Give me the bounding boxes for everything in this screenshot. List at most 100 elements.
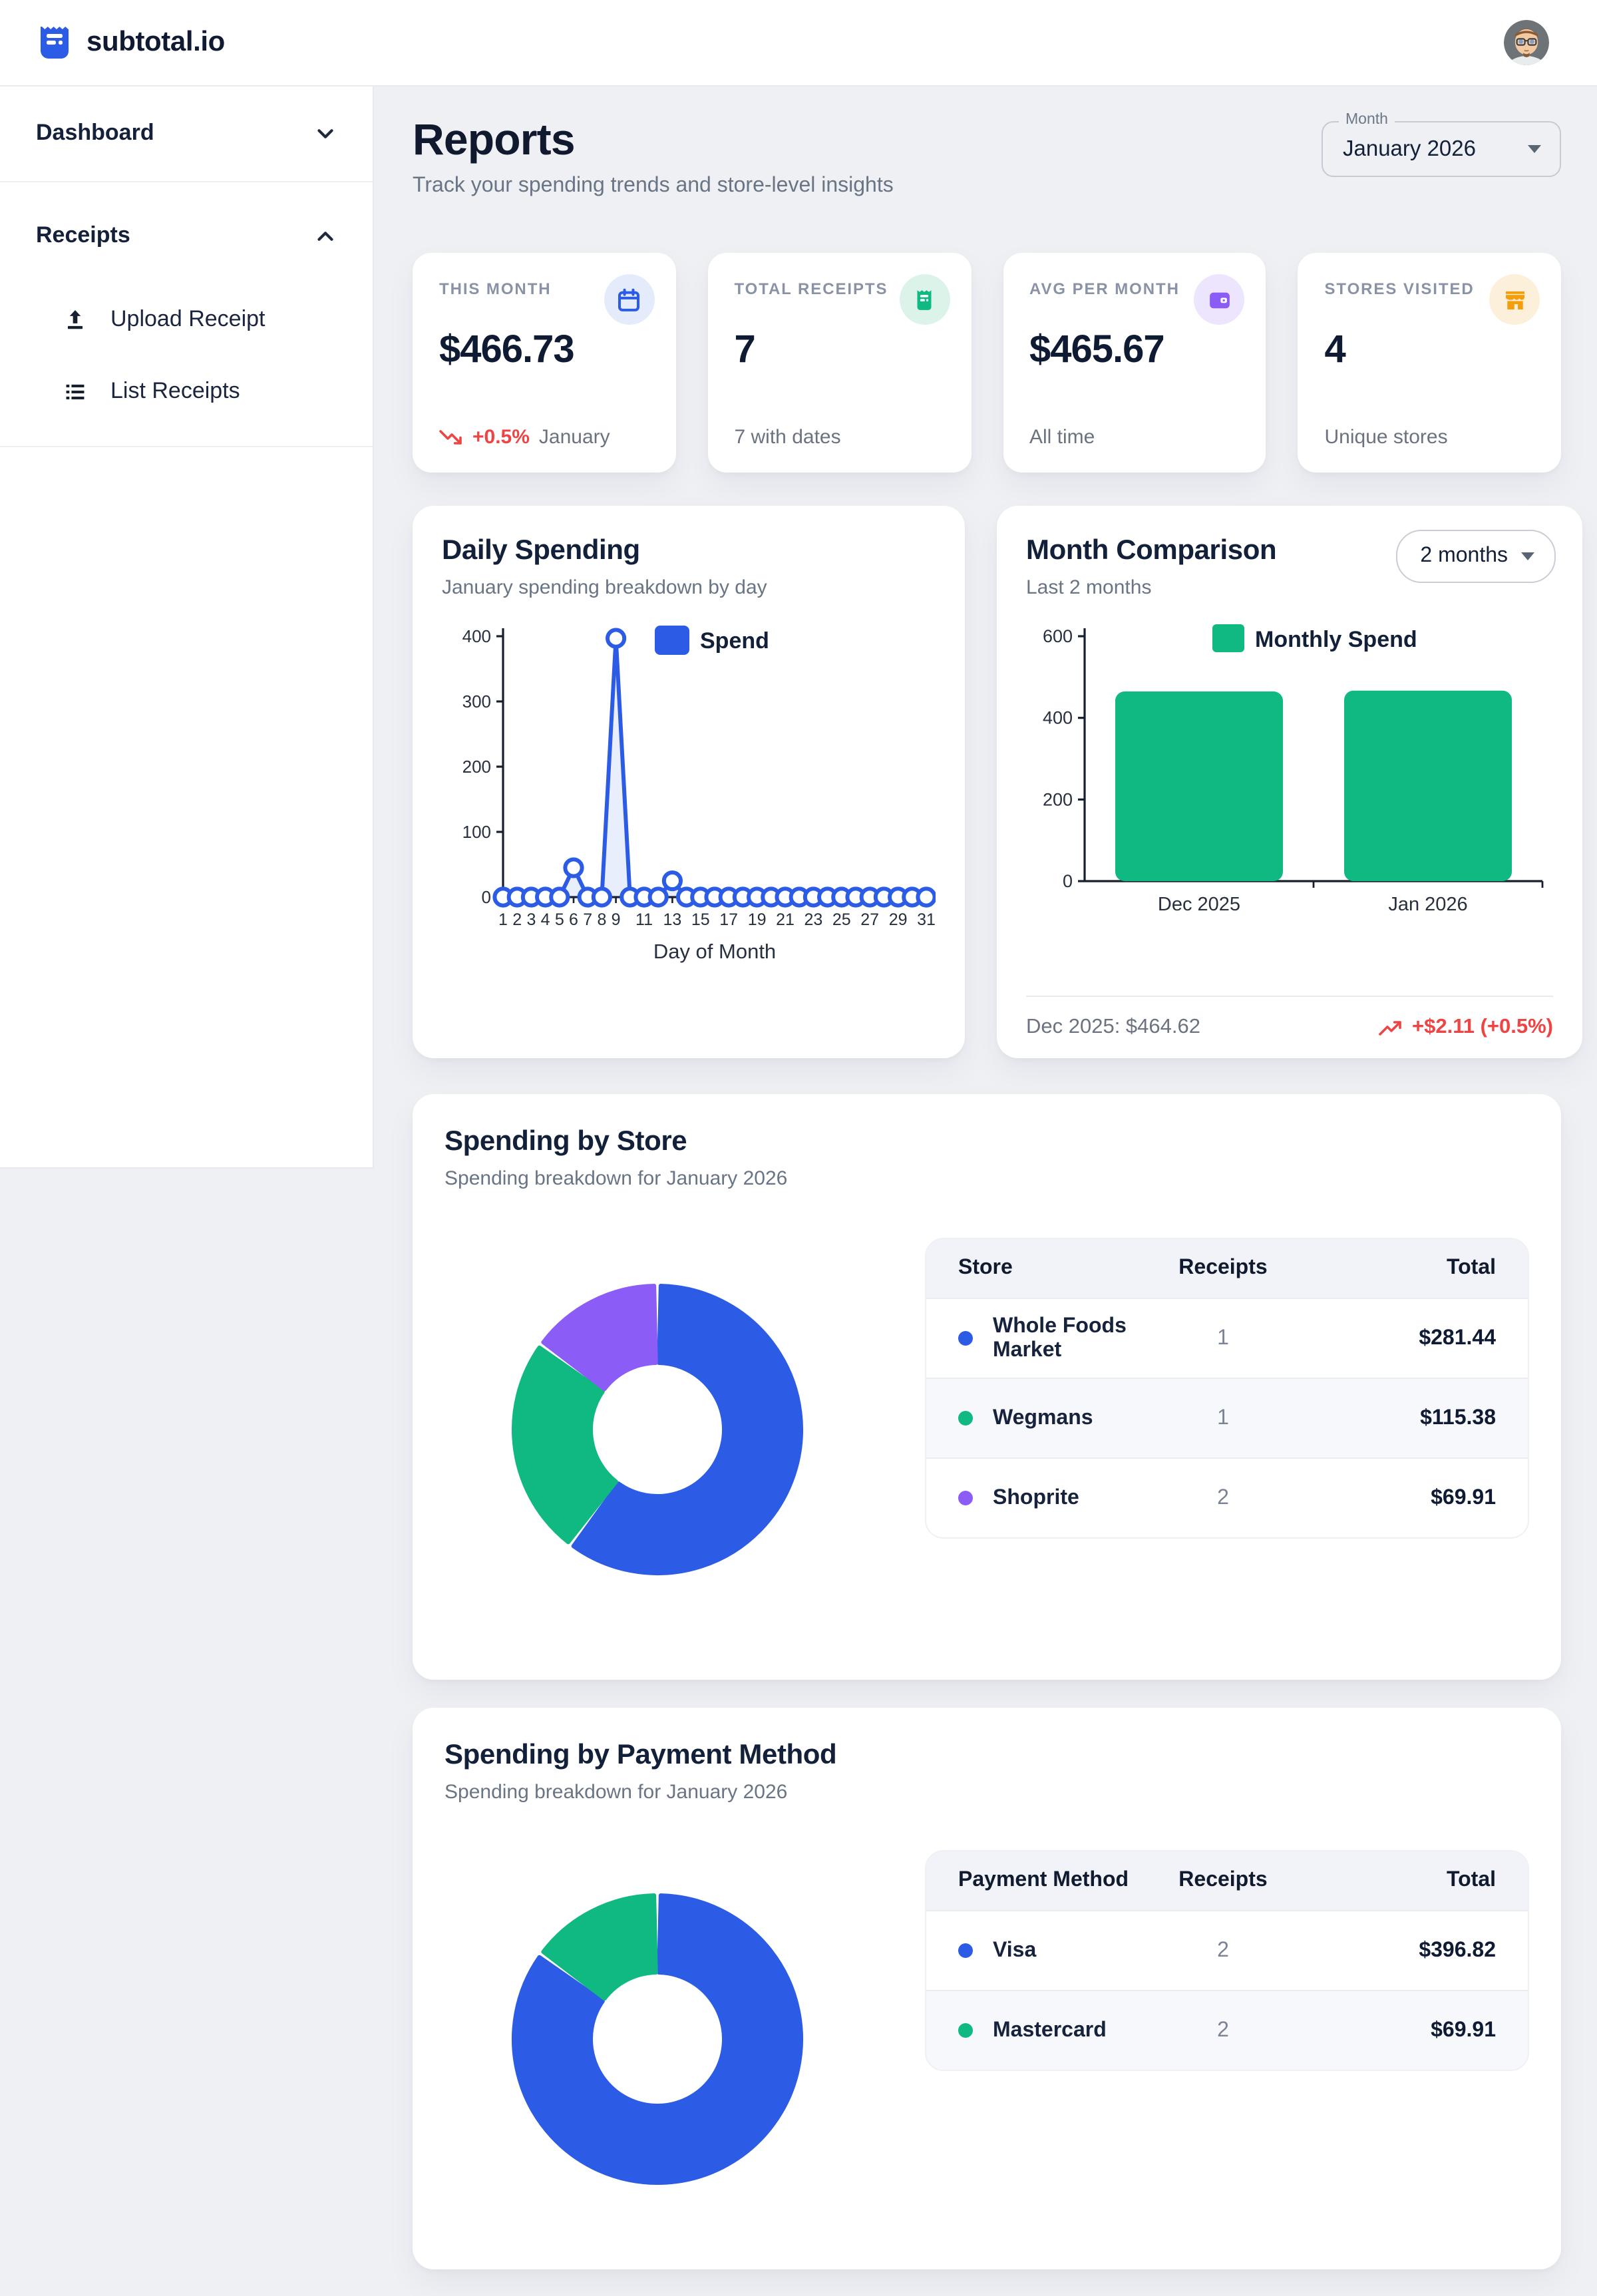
receipts-count: 2 — [1217, 1939, 1229, 1961]
svg-text:9: 9 — [612, 910, 621, 929]
svg-text:200: 200 — [462, 757, 491, 777]
month-delta: +$2.11 (+0.5%) — [1379, 1016, 1553, 1040]
svg-text:17: 17 — [719, 910, 738, 929]
sidebar-item-label: Upload Receipt — [110, 306, 266, 331]
store-name: Whole Foods Market — [958, 1314, 1150, 1362]
card-subtitle: Last 2 months — [1026, 576, 1152, 599]
svg-text:19: 19 — [748, 910, 767, 929]
color-dot — [958, 1491, 973, 1505]
svg-text:300: 300 — [462, 691, 491, 711]
svg-text:11: 11 — [635, 910, 653, 929]
color-dot — [958, 2023, 973, 2038]
spending-by-payment-card: Spending by Payment Method Spending brea… — [413, 1708, 1561, 2269]
wallet-icon — [1206, 286, 1234, 313]
charts-row: Daily Spending January spending breakdow… — [413, 506, 1582, 1058]
card-subtitle: Spending breakdown for January 2026 — [444, 1781, 788, 1804]
svg-text:0: 0 — [482, 887, 491, 907]
svg-text:Jan 2026: Jan 2026 — [1388, 894, 1467, 915]
table-row: Mastercard 2 $69.91 — [926, 1990, 1528, 2070]
stat-value: 4 — [1324, 329, 1346, 371]
table-row: Wegmans 1 $115.38 — [926, 1378, 1528, 1457]
divider — [1026, 996, 1553, 997]
range-select-value: 2 months — [1420, 544, 1508, 567]
receipts-count: 1 — [1217, 1326, 1229, 1349]
month-select-value: January 2026 — [1343, 136, 1476, 160]
range-select[interactable]: 2 months — [1396, 530, 1556, 583]
stat-label: TOTAL RECEIPTS — [734, 280, 888, 298]
svg-text:4: 4 — [541, 910, 550, 929]
stat-card-avg-per-month: AVG PER MONTH $465.67 All time — [1003, 253, 1266, 473]
svg-text:13: 13 — [663, 910, 681, 929]
total-amount: $69.91 — [1431, 2018, 1496, 2041]
total-amount: $396.82 — [1419, 1939, 1496, 1961]
svg-text:5: 5 — [555, 910, 564, 929]
name-label: Wegmans — [993, 1406, 1093, 1429]
card-title: Spending by Payment Method — [444, 1740, 837, 1770]
card-title: Month Comparison — [1026, 535, 1277, 566]
app-title: subtotal.io — [87, 27, 225, 57]
svg-text:31: 31 — [917, 910, 936, 929]
donut-segment-visa — [512, 1893, 803, 2185]
receipt-logo-icon — [37, 23, 72, 63]
receipts-count: 2 — [1217, 2018, 1229, 2041]
svg-text:29: 29 — [889, 910, 908, 929]
svg-text:400: 400 — [1043, 708, 1073, 728]
sidebar-item-label: List Receipts — [110, 378, 240, 403]
sidebar-item-upload-receipt[interactable]: Upload Receipt — [0, 284, 373, 355]
list-icon — [63, 379, 88, 404]
stat-delta: +0.5% — [472, 426, 530, 449]
name-label: Whole Foods Market — [993, 1314, 1127, 1361]
chevron-down-icon — [1521, 552, 1534, 560]
column-header-receipts: Receipts — [1178, 1869, 1268, 1891]
sidebar-item-receipts[interactable]: Receipts — [0, 188, 373, 284]
chevron-up-icon — [313, 223, 338, 248]
top-bar: subtotal.io — [0, 0, 1597, 87]
month-delta-value: +$2.11 (+0.5%) — [1412, 1016, 1553, 1038]
table-row: Shoprite 2 $69.91 — [926, 1457, 1528, 1537]
month-comparison-card: Month Comparison Last 2 months 2 months … — [997, 506, 1582, 1058]
svg-text:Dec 2025: Dec 2025 — [1158, 894, 1240, 915]
svg-text:400: 400 — [462, 626, 491, 646]
store-name: Wegmans — [958, 1406, 1150, 1430]
calendar-icon — [616, 286, 643, 313]
column-header-total: Total — [1446, 1869, 1496, 1891]
total-amount: $69.91 — [1431, 1486, 1496, 1509]
svg-text:Day of Month: Day of Month — [653, 940, 776, 963]
stat-sub-label: January — [538, 426, 610, 449]
store-donut-chart — [498, 1270, 817, 1589]
month-comparison-chart: 0 200 400 600 Dec 2025 Jan 2026 Monthly Spend — [1043, 624, 1544, 915]
store-icon — [1501, 286, 1528, 313]
total-amount: $281.44 — [1419, 1326, 1496, 1349]
store-table: Store Receipts Total Whole Foods Market 1 $28… — [925, 1238, 1529, 1539]
page-header: Reports Track your spending trends and s… — [413, 112, 1561, 253]
svg-text:3: 3 — [526, 910, 536, 929]
user-avatar[interactable] — [1504, 20, 1549, 65]
sidebar-item-label: Dashboard — [36, 120, 154, 145]
sidebar: Dashboard Receipts Upload Receipt — [0, 85, 374, 1169]
chart-legend: Monthly Spend — [1212, 624, 1417, 652]
svg-text:7: 7 — [583, 910, 592, 929]
stat-sub-label: Unique stores — [1324, 426, 1448, 449]
stat-icon-circle — [1489, 274, 1540, 325]
donut-segment-wegmans — [512, 1345, 618, 1545]
table-row: Visa 2 $396.82 — [926, 1910, 1528, 1990]
column-header-payment-method: Payment Method — [958, 1869, 1129, 1891]
column-header-store: Store — [958, 1256, 1013, 1279]
table-header-row: Store Receipts Total — [926, 1239, 1528, 1298]
color-dot — [958, 1331, 973, 1346]
svg-text:0: 0 — [1063, 871, 1073, 891]
svg-text:1: 1 — [498, 910, 508, 929]
logo-link[interactable]: subtotal.io — [37, 23, 225, 63]
svg-text:200: 200 — [1043, 789, 1073, 809]
donut-segment-whole-foods-market — [571, 1284, 803, 1575]
svg-text:21: 21 — [776, 910, 795, 929]
sidebar-item-list-receipts[interactable]: List Receipts — [0, 355, 373, 427]
daily-spending-card: Daily Spending January spending breakdow… — [413, 506, 965, 1058]
upload-icon — [63, 307, 88, 332]
month-select[interactable]: Month January 2026 — [1322, 112, 1561, 177]
stat-card-this-month: THIS MONTH $466.73 +0.5% January — [413, 253, 676, 473]
sidebar-item-dashboard[interactable]: Dashboard — [0, 85, 373, 182]
receipt-icon — [910, 286, 938, 313]
page-subtitle: Track your spending trends and store-lev… — [413, 174, 894, 197]
